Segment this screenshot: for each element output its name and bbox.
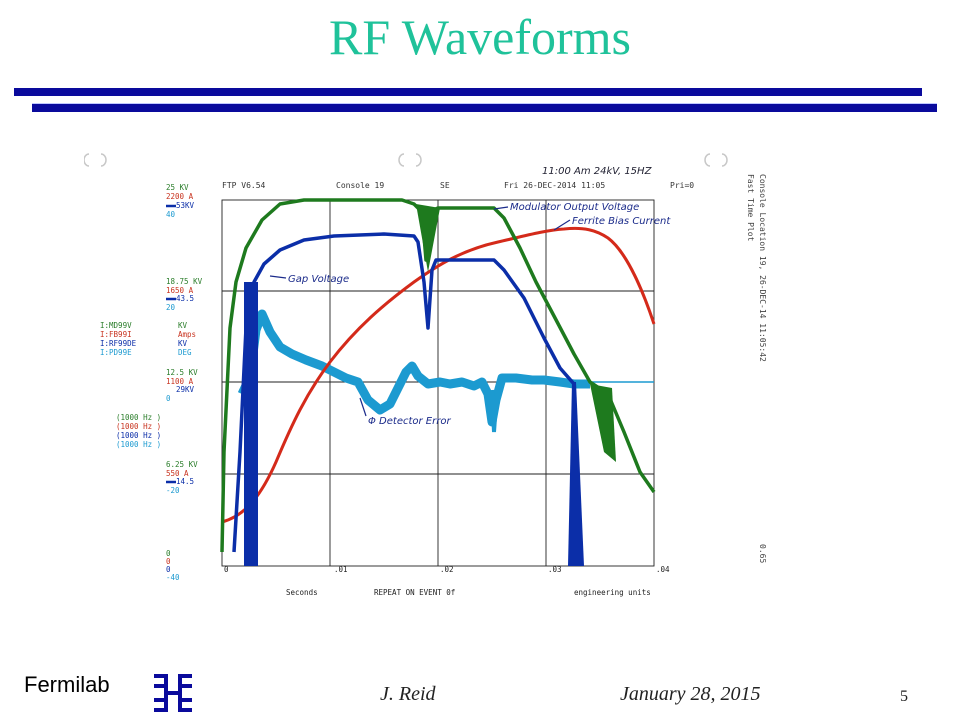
waveform-modulator-dip xyxy=(416,204,440,272)
title-underline-bar xyxy=(14,88,922,96)
x-tick-02: .02 xyxy=(440,565,454,574)
legend-rf99de-name: I:RF99DE xyxy=(100,339,137,348)
y-bottom-amps: 0 xyxy=(166,557,171,566)
y-r4-deg: -20 xyxy=(166,486,180,495)
fermilab-logo xyxy=(154,674,192,712)
scanned-plot: FTP V6.54 Console 19 SE Fri 26-DEC-2014 … xyxy=(84,132,795,648)
punch-holes xyxy=(84,153,728,167)
plot-node: SE xyxy=(440,181,450,190)
footer-org: Fermilab xyxy=(24,672,110,697)
x-tick-01: .01 xyxy=(334,565,348,574)
page-number: 5 xyxy=(900,688,908,705)
y-r2-kv2: 43.5 xyxy=(176,294,194,303)
side-location: Console Location 19, 26-DEC-14 11:05:42 xyxy=(758,174,767,362)
y-bottom-kv: 0 xyxy=(166,549,171,558)
waveform-modulator-droop-band xyxy=(590,384,616,462)
waveform-phase-error-spike xyxy=(490,389,499,433)
annotation-ferrite: Ferrite Bias Current xyxy=(572,216,671,227)
waveform-gap-voltage xyxy=(232,232,576,553)
y-r2-deg: 20 xyxy=(166,303,176,312)
x-tick-04: .04 xyxy=(656,565,670,574)
waveform-gap-voltage-fall-band xyxy=(568,382,584,566)
footer-author: J. Reid xyxy=(380,683,436,705)
annotation-gap: Gap Voltage xyxy=(288,274,349,285)
plot-datetime: Fri 26-DEC-2014 11:05 xyxy=(504,181,605,190)
y-r4-kv: 6.25 KV xyxy=(166,460,198,469)
y-top-kv2: 53KV xyxy=(176,201,195,210)
y-r2-amps: 1650 A xyxy=(166,286,194,295)
x-axis-title: Seconds xyxy=(286,588,318,597)
rate-4: (1000 Hz ) xyxy=(116,440,161,449)
x-axis-units: engineering units xyxy=(574,588,651,597)
rate-2: (1000 Hz ) xyxy=(116,422,161,431)
waveform-phase-error xyxy=(237,309,590,427)
annotations: Modulator Output Voltage Ferrite Bias Cu… xyxy=(269,202,671,427)
rate-1: (1000 Hz ) xyxy=(116,413,161,422)
y-r3-deg: 0 xyxy=(166,394,171,403)
y-r3-amps: 1100 A xyxy=(166,377,194,386)
y-bottom-kv2: 0 xyxy=(166,565,171,574)
legend-md99v-unit: KV xyxy=(178,321,188,330)
annotation-modulator: Modulator Output Voltage xyxy=(510,202,639,213)
legend-fb99i-unit: Amps xyxy=(178,330,196,339)
y-r2-kv: 18.75 KV xyxy=(166,277,203,286)
x-tick-0: 0 xyxy=(224,565,229,574)
handwritten-header: 11:00 Am 24kV, 15HZ xyxy=(542,166,653,177)
rate-3: (1000 Hz ) xyxy=(116,431,161,440)
legend-fb99i-name: I:FB99I xyxy=(100,330,132,339)
legend-pd99e-unit: DEG xyxy=(178,348,192,357)
y-top-deg: 40 xyxy=(166,210,176,219)
plot-priority: Pri=0 xyxy=(670,181,694,190)
y-r3-kv: 12.5 KV xyxy=(166,368,198,377)
y-r4-amps: 550 A xyxy=(166,469,189,478)
y-r4-kv2: 14.5 xyxy=(176,477,194,486)
title-underline-bar-2 xyxy=(32,103,937,112)
y-r3-kv2: 29KV xyxy=(176,385,195,394)
plot-program: FTP V6.54 xyxy=(222,181,266,190)
x-tick-03: .03 xyxy=(548,565,562,574)
x-axis-event: REPEAT ON EVENT 0f xyxy=(374,588,455,597)
y-top-amps: 2200 A xyxy=(166,192,194,201)
legend-md99v-name: I:MD99V xyxy=(100,321,132,330)
footer-date: January 28, 2015 xyxy=(620,683,761,705)
slide-title: RF Waveforms xyxy=(329,9,631,65)
waveform-ferrite-bias xyxy=(221,226,656,524)
y-bottom-deg: -40 xyxy=(166,573,180,582)
y-top-kv: 25 KV xyxy=(166,183,189,192)
plot-console: Console 19 xyxy=(336,181,384,190)
waveform-gap-voltage-rise-band xyxy=(244,282,258,566)
annotation-detector: Φ Detector Error xyxy=(368,416,451,427)
side-value: 0.65 xyxy=(758,544,767,563)
side-plot-type: Fast Time Plot xyxy=(746,174,755,242)
legend-pd99e-name: I:PD99E xyxy=(100,348,132,357)
legend-rf99de-unit: KV xyxy=(178,339,188,348)
